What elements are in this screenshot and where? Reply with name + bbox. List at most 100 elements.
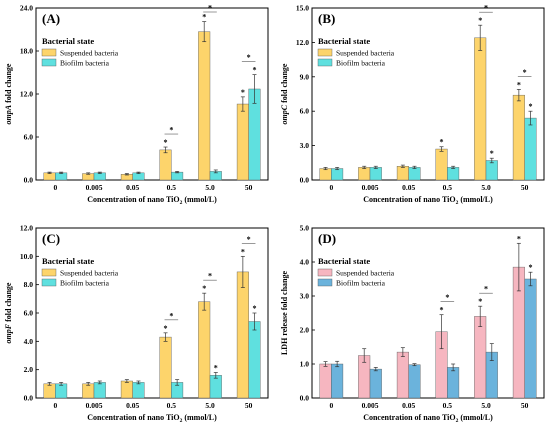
bar-biofilm	[524, 278, 537, 399]
bar-biofilm	[132, 382, 145, 399]
bar-suspended	[435, 148, 448, 181]
bar-suspended	[396, 351, 409, 399]
y-tick-label: 5.0	[300, 224, 310, 233]
x-tick-label: 5.0	[481, 183, 491, 192]
bar-suspended	[474, 316, 487, 399]
x-tick-label: 0.5	[167, 401, 177, 410]
legend-label: Suspended bacteria	[336, 269, 395, 278]
bar-biofilm	[408, 167, 421, 181]
legend-label: Biofilm bacteria	[336, 279, 386, 288]
bar-suspended	[120, 380, 133, 399]
significance-star: *	[484, 285, 488, 294]
x-tick-label: 0.005	[86, 401, 103, 410]
chart-panel-4: 0.01.02.03.04.05.00 0.005 0.05 0.5 5.0 50** **…	[280, 224, 545, 424]
y-tick-label: 2.0	[24, 365, 34, 374]
panel-label: (D)	[318, 231, 336, 246]
panel-label: (A)	[42, 11, 60, 26]
y-tick-label: 4.0	[24, 337, 34, 346]
y-tick-label: 12.0	[20, 90, 33, 99]
legend-swatch	[317, 48, 333, 57]
chart-panel-2: 0.03.06.09.012.015.00 0.005 0.05 0.5 5.0 50**…	[280, 4, 545, 206]
significance-star: *	[517, 234, 521, 243]
bar-suspended	[512, 94, 525, 181]
bar-biofilm	[93, 172, 106, 181]
legend-swatch	[41, 278, 57, 287]
legend-swatch	[317, 58, 333, 67]
significance-star: *	[478, 297, 482, 306]
y-axis-label: LDH release fold change	[280, 271, 289, 356]
legend-swatch	[317, 268, 333, 277]
legend-title: Bacterial state	[318, 36, 370, 46]
x-tick-label: 5.0	[205, 183, 215, 192]
x-tick-label: 0.05	[126, 183, 139, 192]
significance-star: *	[241, 247, 245, 256]
plot-frame	[35, 7, 269, 181]
x-tick-label: 0	[53, 183, 57, 192]
bar-biofilm	[132, 172, 145, 181]
bar-suspended	[474, 37, 487, 181]
x-axis-label: Concentration of nano TiO2 (mmol/L)	[87, 195, 217, 206]
legend-label: Biofilm bacteria	[60, 279, 110, 288]
y-tick-label: 15.0	[296, 4, 309, 13]
significance-star: *	[517, 80, 521, 89]
bar-suspended	[43, 383, 56, 399]
x-tick-label: 0.5	[443, 183, 453, 192]
bar-biofilm	[524, 117, 537, 181]
bar-suspended	[358, 167, 371, 181]
legend-title: Bacterial state	[318, 256, 370, 266]
y-tick-label: 0.0	[24, 176, 34, 185]
y-axis-label: ompA fold change	[4, 63, 13, 124]
x-axis-label: Concentration of nano TiO2 (mmol/L)	[87, 413, 217, 424]
significance-star: *	[169, 126, 173, 135]
bar-biofilm	[447, 367, 460, 399]
significance-star: *	[528, 263, 532, 272]
chart-panel-3: 0.0 2.0 4.0 6.0 8.0 10.0 12.0 0 0.005 0.05 0.5 5.0 5…	[4, 224, 269, 424]
significance-star: *	[247, 235, 251, 244]
bar-biofilm	[209, 375, 222, 399]
significance-star: *	[208, 4, 212, 13]
bar-biofilm	[447, 167, 460, 181]
bar-suspended	[236, 103, 249, 181]
bar-suspended	[236, 271, 249, 399]
legend-title: Bacterial state	[42, 256, 94, 266]
bar-biofilm	[369, 368, 382, 399]
x-tick-label: 50	[521, 183, 529, 192]
x-tick-label: 5.0	[205, 401, 215, 410]
bar-biofilm	[331, 363, 344, 399]
bar-suspended	[159, 149, 172, 181]
legend-label: Suspended bacteria	[60, 49, 119, 58]
legend-swatch	[41, 268, 57, 277]
bar-biofilm	[485, 160, 498, 181]
significance-star: *	[478, 16, 482, 25]
y-tick-label: 24.0	[20, 4, 33, 13]
x-tick-label: 0	[329, 183, 333, 192]
y-tick-label: 1.0	[300, 360, 310, 369]
bar-biofilm	[248, 321, 261, 399]
bar-suspended	[396, 166, 409, 181]
legend-label: Biofilm bacteria	[60, 59, 110, 68]
bar-biofilm	[55, 172, 68, 181]
y-tick-label: 0.0	[24, 394, 34, 403]
y-tick-label: 3.0	[300, 141, 310, 150]
y-tick-label: 6.0	[300, 107, 310, 116]
significance-star: *	[440, 306, 444, 315]
bar-biofilm	[331, 168, 344, 181]
y-tick-label: 4.0	[300, 258, 310, 267]
x-tick-label: 5.0	[481, 401, 491, 410]
plot-frame	[311, 227, 545, 399]
significance-star: *	[202, 13, 206, 22]
y-tick-label: 9.0	[300, 72, 310, 81]
y-tick-label: 10.0	[20, 252, 33, 261]
significance-star: *	[252, 66, 256, 75]
bar-suspended	[319, 363, 332, 399]
x-tick-label: 0.005	[362, 183, 379, 192]
chart-panel-1: 0.06.012.018.024.00 0.005 0.05 0.5 5.0 50****…	[4, 4, 269, 206]
x-tick-label: 0	[53, 401, 57, 410]
x-axis-label: Concentration of nano TiO2 (mmol/L)	[363, 413, 493, 424]
significance-star: *	[440, 138, 444, 147]
bar-suspended	[198, 301, 211, 399]
x-tick-label: 0.5	[443, 401, 453, 410]
legend-label: Suspended bacteria	[336, 49, 395, 58]
